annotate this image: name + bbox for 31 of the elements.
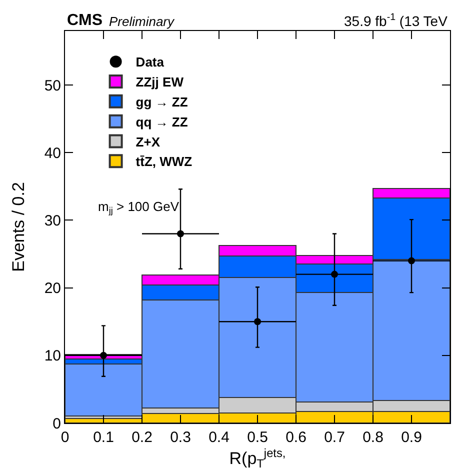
legend-label: ZZjj EW xyxy=(136,74,184,90)
x-tick-label: 0.5 xyxy=(247,429,268,446)
x-tick-label: 0.3 xyxy=(170,429,191,446)
x-tick-label: 0.6 xyxy=(286,429,306,446)
text: 35.9 fb$^{-1}$ (13 TeV xyxy=(344,12,448,29)
legend-label: qq → ZZ xyxy=(136,114,188,130)
x-tick-label: 0.8 xyxy=(362,429,384,446)
point xyxy=(331,270,338,278)
y-tick-label: 50 xyxy=(44,77,61,94)
y-axis-title: Events / 0.2 xyxy=(8,182,28,272)
y-tick-label: 30 xyxy=(44,212,61,230)
x-tick-label: 0.1 xyxy=(93,429,114,446)
x-tick-label: 0.7 xyxy=(324,429,345,446)
point xyxy=(100,352,107,359)
legend-label: Z+X xyxy=(136,134,160,150)
y-tick-label: 0 xyxy=(52,415,61,432)
legend-label: Data xyxy=(136,54,165,70)
y-tick-label: 40 xyxy=(44,144,61,162)
chart-subtitle: Preliminary xyxy=(109,14,176,29)
y-tick-label: 20 xyxy=(44,280,61,298)
x-tick-label: 0.9 xyxy=(401,429,422,446)
annotation: m$_{jj}$ > 100 GeV xyxy=(98,199,180,216)
y-tick-label: 10 xyxy=(44,348,61,365)
x-tick-label: 0.4 xyxy=(208,429,230,446)
point xyxy=(408,257,415,264)
legend-label: tt̄Z, WWZ xyxy=(136,154,192,170)
point xyxy=(177,230,184,238)
x-tick-label: 0.2 xyxy=(132,429,152,446)
point xyxy=(254,318,261,326)
legend-label: gg → ZZ xyxy=(136,94,188,110)
chart-title: CMS xyxy=(67,12,103,29)
